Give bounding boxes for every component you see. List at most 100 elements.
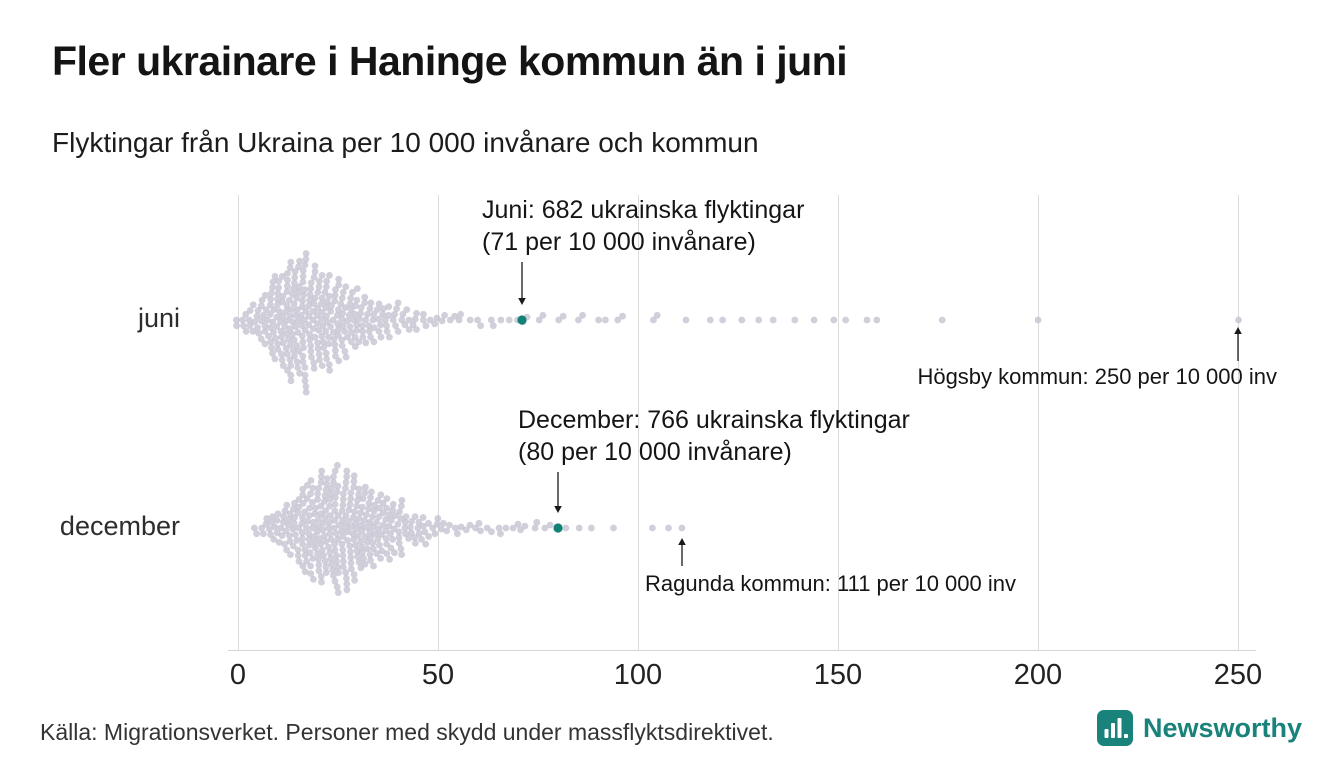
dot — [291, 279, 298, 287]
dot — [315, 484, 323, 492]
dot — [357, 521, 365, 529]
dot — [394, 328, 402, 335]
dot — [314, 339, 321, 347]
dot — [269, 513, 276, 520]
dot — [326, 272, 333, 279]
dot — [318, 332, 326, 340]
dot — [365, 328, 373, 335]
dot — [295, 503, 303, 511]
dot — [352, 519, 359, 527]
dot — [299, 278, 307, 286]
dot — [326, 367, 333, 374]
dot — [370, 562, 377, 570]
dot — [324, 318, 331, 326]
dot — [303, 524, 310, 532]
dot — [323, 312, 330, 320]
dot — [357, 564, 365, 572]
dot — [357, 509, 365, 517]
dot — [278, 356, 286, 364]
dot — [333, 530, 340, 538]
dot — [339, 289, 347, 296]
dot — [311, 538, 319, 546]
annotation-juni-highlight: Juni: 682 ukrainska flyktingar (71 per 1… — [482, 194, 804, 258]
dot — [314, 516, 322, 523]
dot — [523, 313, 531, 321]
dot — [441, 311, 448, 319]
dot — [260, 530, 267, 538]
dot — [446, 316, 454, 324]
dot — [249, 328, 257, 335]
dot — [426, 316, 434, 324]
dot — [358, 527, 366, 535]
x-axis-line — [228, 650, 1256, 651]
dot — [290, 285, 297, 292]
dot — [466, 521, 474, 529]
dot — [306, 549, 314, 557]
dot — [301, 316, 308, 324]
dot — [355, 558, 363, 566]
dot — [350, 316, 357, 324]
dot — [338, 342, 346, 349]
dot — [314, 320, 321, 328]
dot — [497, 316, 505, 324]
dot — [327, 490, 335, 498]
dot — [343, 580, 351, 588]
dot — [342, 283, 350, 291]
dot — [295, 496, 303, 503]
dot — [257, 317, 265, 325]
dot — [320, 344, 327, 351]
dot — [261, 322, 269, 330]
dot — [347, 306, 355, 313]
x-tick-label: 100 — [613, 659, 663, 691]
dot — [333, 557, 340, 565]
dot — [309, 524, 316, 532]
dot — [334, 536, 342, 543]
dot — [293, 537, 301, 544]
dot — [309, 316, 317, 324]
dot — [299, 267, 307, 274]
dot — [306, 291, 314, 298]
dot — [287, 377, 295, 385]
dot — [331, 291, 339, 299]
dot — [346, 500, 354, 508]
dot — [348, 338, 355, 346]
dot — [296, 369, 303, 377]
dot — [347, 554, 355, 561]
dot — [379, 305, 387, 312]
arrow-juni-highlight — [518, 262, 526, 305]
dot — [367, 494, 374, 501]
dot — [346, 542, 354, 550]
dot — [301, 377, 309, 385]
dot — [310, 300, 318, 308]
dot — [347, 329, 355, 336]
dot — [488, 528, 495, 536]
dot — [395, 528, 403, 536]
dot — [306, 541, 313, 549]
dot — [514, 520, 522, 528]
dot — [342, 569, 350, 576]
dot — [375, 525, 383, 533]
dot — [302, 250, 310, 257]
dot — [274, 340, 281, 348]
dot — [369, 316, 377, 324]
dot — [474, 316, 481, 324]
dot — [291, 268, 299, 275]
dot — [263, 515, 271, 522]
dot — [327, 512, 334, 519]
dot — [475, 519, 483, 527]
dot — [319, 546, 326, 554]
dot — [347, 495, 355, 502]
dot — [413, 326, 420, 333]
dot — [334, 482, 342, 490]
dot — [274, 295, 281, 303]
dot — [546, 521, 554, 529]
highlight-dot-juni — [517, 315, 527, 325]
dot — [769, 316, 777, 324]
dot — [351, 333, 359, 341]
dot — [275, 284, 282, 292]
dot — [347, 489, 355, 497]
dot — [322, 486, 330, 494]
dot — [251, 318, 259, 326]
dot — [379, 521, 387, 529]
